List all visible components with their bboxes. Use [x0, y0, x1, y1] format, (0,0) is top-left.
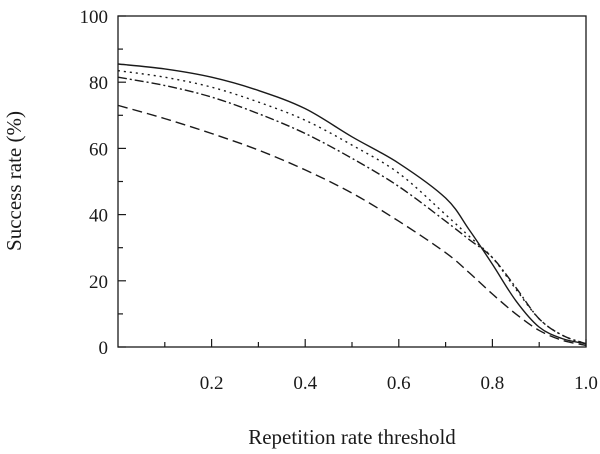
y-axis-ticks: 0 20 40 60 80 100: [80, 7, 126, 359]
y-tick-label: 100: [80, 7, 109, 28]
y-tick-label: 80: [89, 73, 108, 94]
x-tick-label: 1.0: [574, 373, 598, 394]
series-line-dash-dot: [117, 76, 587, 345]
x-axis-title: Repetition rate threshold: [248, 425, 456, 449]
y-tick-label: 40: [89, 206, 108, 227]
x-tick-label: 0.2: [200, 373, 224, 394]
plot-frame: [117, 15, 587, 348]
x-tick-label: 0.4: [293, 373, 317, 394]
y-tick-label: 20: [89, 272, 108, 293]
series-lines: [117, 63, 587, 347]
x-tick-label: 0.6: [387, 373, 411, 394]
series-line-solid: [117, 63, 587, 345]
y-tick-label: 0: [99, 338, 109, 359]
x-tick-label: 0.8: [481, 373, 505, 394]
x-axis-ticks: 0.2 0.4 0.6 0.8 1.0: [164, 339, 598, 394]
y-tick-label: 60: [89, 139, 108, 160]
series-line-dashed: [117, 104, 587, 347]
y-axis-title: Success rate (%): [2, 111, 26, 251]
series-line-dotted: [117, 69, 587, 345]
